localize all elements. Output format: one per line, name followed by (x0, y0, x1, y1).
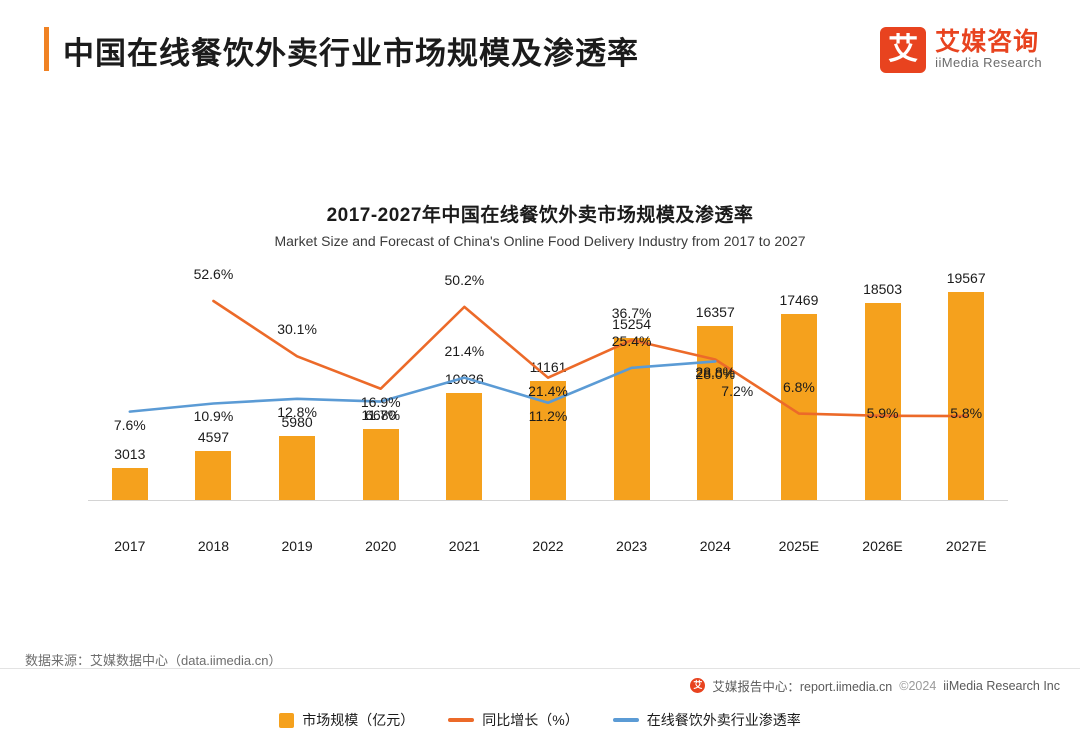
chart-subtitle: Market Size and Forecast of China's Onli… (274, 233, 806, 249)
page-title: 中国在线餐饮外卖行业市场规模及渗透率 (63, 36, 639, 71)
x-tick-2025E: 2025E (778, 538, 820, 554)
bar-value-label: 18503 (863, 281, 902, 298)
legend-swatch-icon (279, 712, 295, 728)
growth-label-2024: 28.8% (695, 364, 736, 381)
penetration-rate-line (128, 360, 717, 413)
chart-title: 2017-2027年中国在线餐饮外卖市场规模及渗透率 (326, 205, 754, 226)
bar-2021 (446, 393, 483, 500)
x-axis-line (88, 500, 1008, 501)
penetration-label-2019: 12.8% (277, 403, 317, 420)
x-tick-2023: 2023 (616, 538, 648, 554)
page-footer: 艾 艾媒报告中心：report.iimedia.cn ©2024 iiMedia… (690, 676, 1060, 695)
logo-text: 艾媒咨询 iiMedia Research (935, 29, 1042, 71)
bar-2023 (613, 337, 650, 500)
bar-2026E (864, 303, 901, 500)
growth-rate-line (212, 299, 968, 418)
growth-label-2023: 36.7% (611, 305, 652, 322)
chart-legend: 市场规模（亿元） 同比增长（%） 在线餐饮外卖行业渗透率 (0, 710, 1080, 730)
bar-value-label: 3013 (114, 445, 146, 462)
logo-name-en: iiMedia Research (935, 55, 1042, 70)
growth-label-2019: 30.1% (277, 321, 317, 338)
penetration-label-2017: 7.6% (113, 416, 146, 433)
footer-copyright: ©2024 (899, 678, 937, 693)
legend-item-1[interactable]: 同比增长（%） (448, 710, 579, 730)
legend-label: 市场规模（亿元） (302, 712, 415, 728)
penetration-label-2024: 28.0% (695, 366, 736, 383)
x-tick-2019: 2019 (281, 538, 313, 554)
legend-label: 同比增长（%） (482, 712, 579, 728)
legend-item-0[interactable]: 市场规模（亿元） (279, 710, 414, 730)
bar-value-label: 15254 (612, 315, 652, 332)
x-tick-2018: 2018 (197, 538, 230, 554)
growth-label-2018: 52.6% (193, 265, 234, 282)
footer-divider (0, 668, 1080, 669)
growth-label-2022: 21.4% (528, 382, 568, 399)
legend-swatch-icon (448, 718, 475, 722)
bar-value-label: 5980 (281, 414, 313, 431)
growth-label-2027E: 5.8% (950, 405, 983, 422)
bar-2019 (279, 436, 316, 500)
growth-label-2021: 50.2% (444, 271, 485, 288)
penetration-label-2018: 10.9% (193, 408, 234, 425)
x-tick-2022: 2022 (532, 538, 564, 554)
footer-brand: iiMedia Research Inc (943, 678, 1060, 693)
bar-2022 (530, 381, 566, 500)
x-tick-2021: 2021 (448, 538, 480, 554)
growth-label-2026E: 5.9% (866, 404, 899, 421)
bar-2027E (948, 291, 985, 500)
extra-label-7-2: 7.2% (721, 383, 754, 400)
bar-value-label: 10036 (444, 371, 484, 388)
title-accent-bar (44, 27, 49, 71)
legend-swatch-icon (612, 718, 639, 722)
bar-value-label: 16357 (695, 304, 735, 321)
bar-2020 (362, 428, 399, 500)
bar-value-label: 6680 (365, 406, 397, 423)
data-source-note: 数据来源：艾媒数据中心（data.iimedia.cn） (25, 653, 282, 668)
x-tick-2026E: 2026E (862, 538, 903, 554)
penetration-label-2020: 11.7% (361, 406, 401, 423)
page-header: 中国在线餐饮外卖行业市场规模及渗透率 艾 艾媒咨询 iiMedia Resear… (0, 0, 1080, 100)
bar-2024 (697, 326, 734, 500)
logo-name-cn: 艾媒咨询 (935, 28, 1040, 56)
bar-2018 (195, 451, 232, 500)
x-tick-2017: 2017 (114, 538, 146, 554)
bar-value-label: 19567 (946, 269, 986, 286)
brand-logo: 艾 艾媒咨询 iiMedia Research (880, 26, 1042, 74)
x-tick-2027E: 2027E (945, 538, 987, 554)
chart-container: 2017-2027年中国在线餐饮外卖市场规模及渗透率 Market Size a… (0, 160, 1080, 728)
legend-item-2[interactable]: 在线餐饮外卖行业渗透率 (612, 710, 801, 730)
legend-label: 在线餐饮外卖行业渗透率 (646, 712, 801, 728)
x-axis-labels: 2017 2018 2019 2020 2021 2022 2023 2024 2025E 202… (88, 530, 1008, 554)
x-tick-2020: 2020 (365, 538, 397, 554)
growth-label-2025E: 6.8% (782, 378, 815, 395)
footer-badge-icon: 艾 (690, 678, 706, 693)
bar-value-label: 17469 (779, 292, 819, 309)
bar-2017 (111, 467, 148, 500)
penetration-label-2022: 11.2% (528, 407, 568, 424)
growth-label-2020: 16.9% (360, 393, 401, 410)
bar-value-label: 4597 (197, 429, 230, 446)
line-series (128, 299, 968, 418)
penetration-label-2023: 25.4% (611, 332, 652, 349)
penetration-label-2021: 21.4% (444, 342, 485, 359)
footer-report-link[interactable]: 艾媒报告中心：report.iimedia.cn (712, 680, 893, 694)
x-tick-2024: 2024 (699, 538, 731, 554)
logo-mark-icon: 艾 (880, 27, 927, 73)
